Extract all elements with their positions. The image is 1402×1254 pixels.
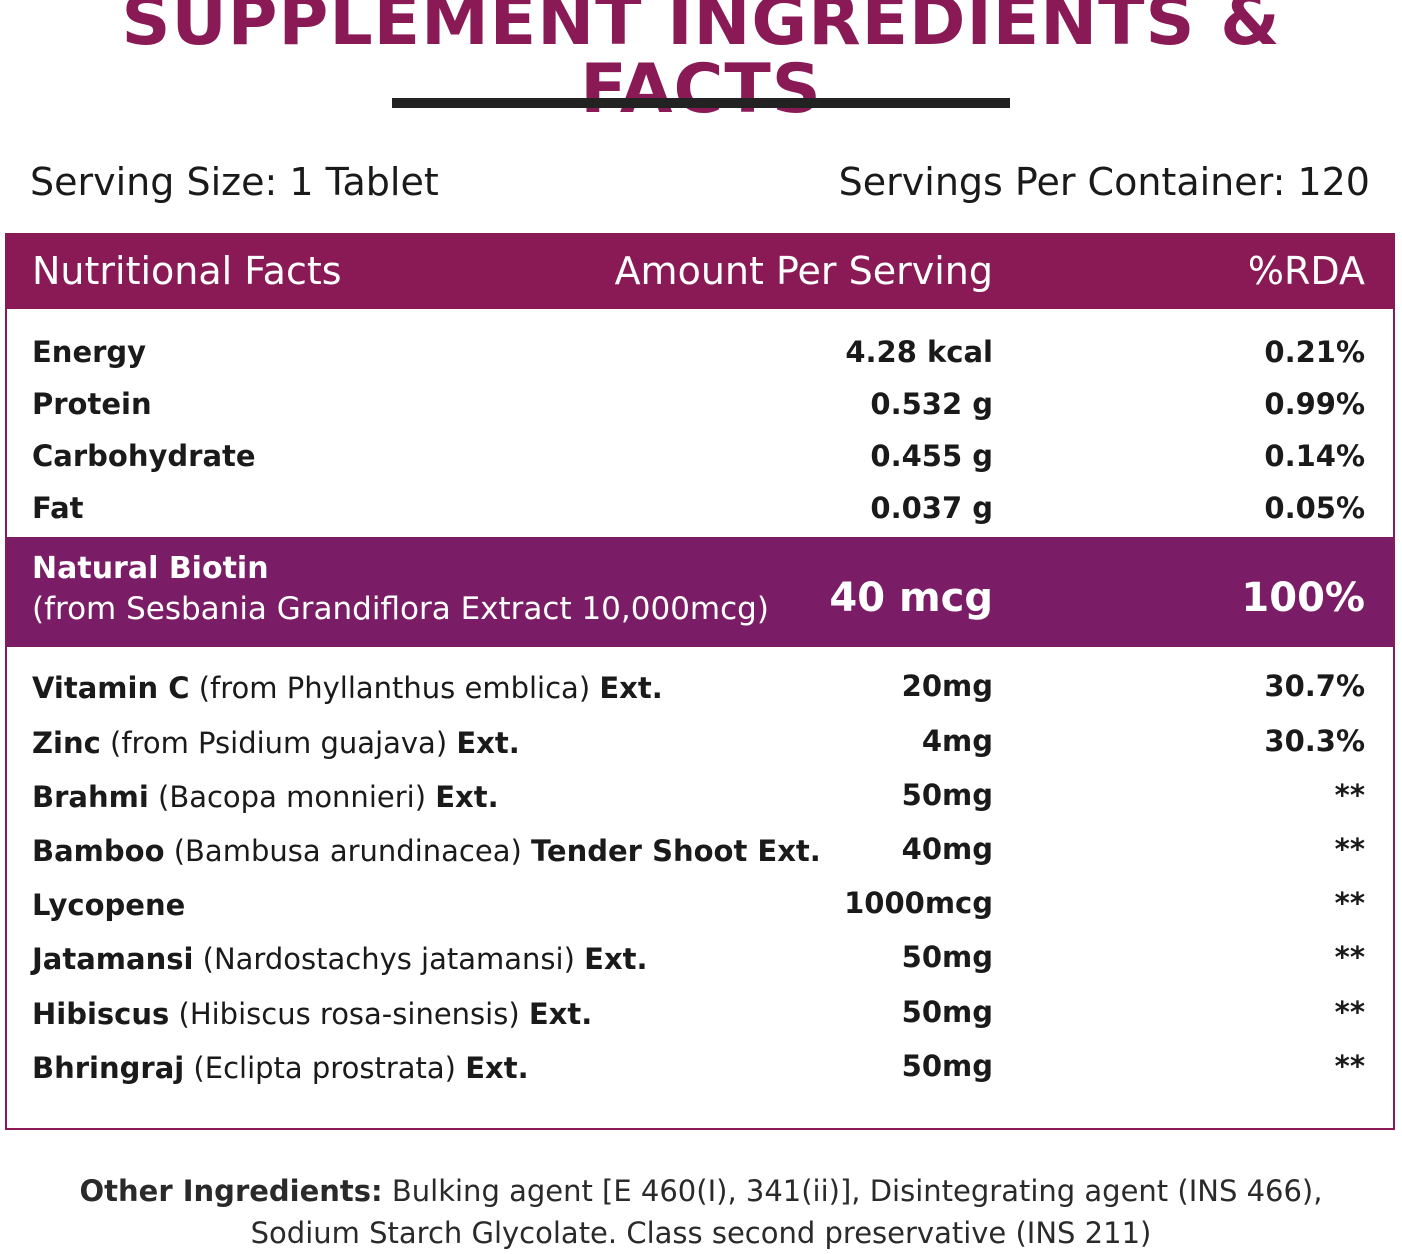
ingredient-row: Jatamansi (Nardostachys jatamansi) Ext. … (7, 934, 1393, 988)
ingredient-row: Bamboo (Bambusa arundinacea) Tender Shoo… (7, 826, 1393, 880)
ingredient-amount: 20mg (901, 669, 993, 703)
ingredient-rda: 30.7% (1264, 669, 1365, 703)
row-amount: 0.455 g (870, 439, 993, 473)
ingredient-amount: 50mg (901, 995, 993, 1029)
facts-table: Nutritional Facts Amount Per Serving %RD… (5, 233, 1395, 1130)
ingredient-name: Bamboo (Bambusa arundinacea) Tender Shoo… (32, 834, 821, 868)
ingredient-row: Brahmi (Bacopa monnieri) Ext. 50mg ** (7, 772, 1393, 826)
row-amount: 0.037 g (870, 491, 993, 525)
ingredient-name: Lycopene (32, 888, 186, 922)
biotin-row: Natural Biotin (from Sesbania Grandiflor… (7, 537, 1393, 647)
ingredient-name: Jatamansi (Nardostachys jatamansi) Ext. (32, 942, 648, 976)
ingredient-amount: 50mg (901, 778, 993, 812)
ingredient-name: Zinc (from Psidium guajava) Ext. (32, 726, 520, 760)
ingredient-amount: 1000mcg (844, 886, 993, 920)
table-row: Carbohydrate 0.455 g 0.14% (7, 431, 1393, 483)
ingredient-row: Bhringraj (Eclipta prostrata) Ext. 50mg … (7, 1043, 1393, 1097)
ingredient-row: Hibiscus (Hibiscus rosa-sinensis) Ext. 5… (7, 989, 1393, 1043)
ingredient-name: Bhringraj (Eclipta prostrata) Ext. (32, 1051, 529, 1085)
other-ingredients-line-2: Sodium Starch Glycolate. Class second pr… (250, 1216, 1152, 1250)
ingredient-rda: ** (1334, 1049, 1365, 1083)
serving-info: Serving Size: 1 Tablet Servings Per Cont… (30, 160, 1370, 214)
other-ingredients-line-1: Other Ingredients: Bulking agent [E 460(… (79, 1174, 1323, 1208)
row-rda: 0.14% (1264, 439, 1365, 473)
ingredient-row: Vitamin C (from Phyllanthus emblica) Ext… (7, 663, 1393, 717)
row-rda: 0.21% (1264, 335, 1365, 369)
ingredient-row: Lycopene 1000mcg ** (7, 880, 1393, 934)
ingredient-rda: 30.3% (1264, 724, 1365, 758)
servings-per-container: Servings Per Container: 120 (838, 160, 1370, 204)
row-amount: 0.532 g (870, 387, 993, 421)
ingredient-rda: ** (1334, 778, 1365, 812)
biotin-rda: 100% (1241, 575, 1365, 621)
header-nutritional-facts: Nutritional Facts (32, 249, 342, 293)
table-row: Fat 0.037 g 0.05% (7, 483, 1393, 535)
ingredient-name: Vitamin C (from Phyllanthus emblica) Ext… (32, 671, 663, 705)
title-divider (392, 98, 1010, 108)
other-ingredients-label: Other Ingredients: (79, 1174, 383, 1208)
row-name: Fat (32, 491, 84, 525)
ingredient-name: Brahmi (Bacopa monnieri) Ext. (32, 780, 499, 814)
row-name: Energy (32, 335, 147, 369)
biotin-amount: 40 mcg (829, 575, 993, 621)
biotin-source: (from Sesbania Grandiflora Extract 10,00… (32, 591, 769, 627)
ingredient-rda: ** (1334, 832, 1365, 866)
ingredient-rda: ** (1334, 940, 1365, 974)
ingredient-amount: 50mg (901, 1049, 993, 1083)
row-rda: 0.05% (1264, 491, 1365, 525)
header-amount-per-serving: Amount Per Serving (614, 249, 993, 293)
ingredient-row: Zinc (from Psidium guajava) Ext. 4mg 30.… (7, 718, 1393, 772)
row-name: Carbohydrate (32, 439, 256, 473)
ingredient-rda: ** (1334, 995, 1365, 1029)
serving-size: Serving Size: 1 Tablet (30, 160, 439, 204)
table-row: Energy 4.28 kcal 0.21% (7, 327, 1393, 379)
table-row: Protein 0.532 g 0.99% (7, 379, 1393, 431)
ingredient-name: Hibiscus (Hibiscus rosa-sinensis) Ext. (32, 997, 593, 1031)
ingredient-amount: 40mg (901, 832, 993, 866)
row-name: Protein (32, 387, 152, 421)
row-rda: 0.99% (1264, 387, 1365, 421)
page-title: SUPPLEMENT INGREDIENTS & FACTS (121, 0, 1281, 129)
table-header: Nutritional Facts Amount Per Serving %RD… (7, 235, 1393, 309)
ingredient-rda: ** (1334, 886, 1365, 920)
row-amount: 4.28 kcal (845, 335, 993, 369)
biotin-name: Natural Biotin (32, 551, 269, 586)
ingredient-amount: 4mg (921, 724, 993, 758)
other-ingredients: Other Ingredients: Bulking agent [E 460(… (0, 1170, 1402, 1254)
header-rda: %RDA (1247, 249, 1365, 293)
ingredient-amount: 50mg (901, 940, 993, 974)
